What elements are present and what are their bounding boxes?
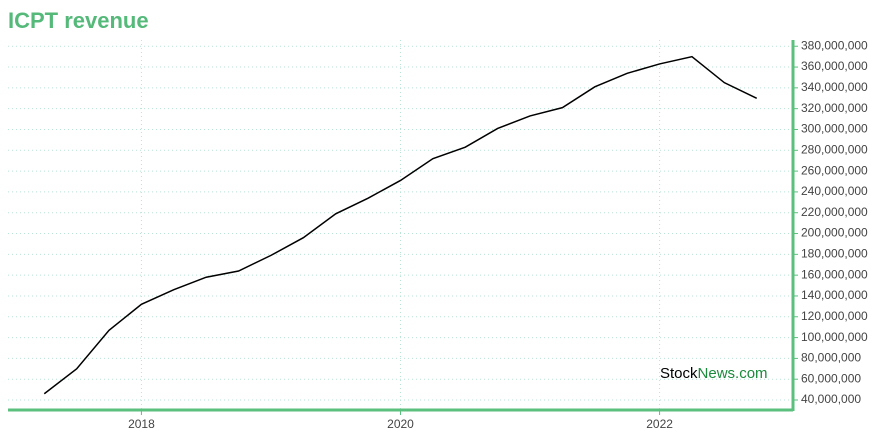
- line: [43, 55, 758, 395]
- y-tick-label: 300,000,000: [801, 122, 868, 136]
- watermark: StockNews.com: [660, 365, 768, 382]
- y-tick-label: 200,000,000: [801, 226, 868, 240]
- watermark-part: News.com: [698, 365, 768, 382]
- chart-title: ICPT revenue: [8, 8, 149, 33]
- y-tick-label: 80,000,000: [801, 351, 861, 365]
- watermark-part: Stock: [660, 365, 698, 382]
- x-tick-label: 2022: [646, 417, 673, 431]
- y-tick-label: 340,000,000: [801, 80, 868, 94]
- y-tick-label: 120,000,000: [801, 309, 868, 323]
- y-tick-label: 280,000,000: [801, 142, 868, 156]
- x-tick-label: 2020: [387, 417, 414, 431]
- y-tick-label: 380,000,000: [801, 38, 868, 52]
- y-tick-label: 100,000,000: [801, 330, 868, 344]
- y-tick-label: 260,000,000: [801, 163, 868, 177]
- y-tick-label: 60,000,000: [801, 371, 861, 385]
- y-tick-label: 180,000,000: [801, 247, 868, 261]
- y-tick-label: 240,000,000: [801, 184, 868, 198]
- y-tick-label: 220,000,000: [801, 205, 868, 219]
- y-tick-label: 140,000,000: [801, 288, 868, 302]
- y-tick-label: 160,000,000: [801, 267, 868, 281]
- y-tick-label: 320,000,000: [801, 101, 868, 115]
- x-tick-label: 2018: [128, 417, 155, 431]
- y-tick-label: 360,000,000: [801, 59, 868, 73]
- y-tick-label: 40,000,000: [801, 392, 861, 406]
